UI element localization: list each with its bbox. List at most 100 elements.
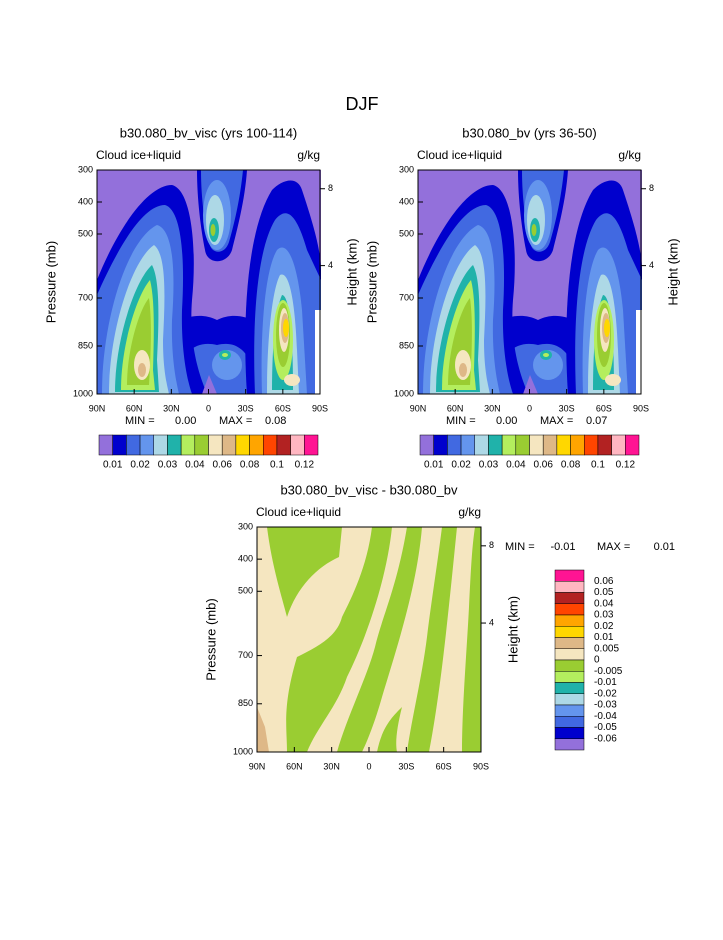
contour-field	[97, 170, 321, 394]
colorbar-box	[221, 434, 237, 456]
y-tick-label: 700	[399, 292, 414, 302]
min-label: MIN =	[125, 415, 155, 427]
y-tick-label: 850	[78, 340, 93, 350]
colorbar-box	[153, 434, 168, 456]
y-tick-label: 300	[78, 164, 93, 174]
colorbar-label: 0.01	[103, 460, 123, 471]
y2-tick-label: 8	[649, 183, 654, 193]
x-tick-label: 0	[206, 403, 211, 413]
colorbar-box	[276, 434, 291, 456]
colorbar-label: -0.005	[594, 666, 623, 677]
y2-tick-label: 4	[489, 617, 494, 627]
colorbar-box	[447, 434, 462, 456]
colorbar-box	[554, 659, 585, 672]
y2-axis-label: Height (km)	[344, 238, 359, 305]
colorbar-box	[570, 434, 585, 456]
variable-label: Cloud ice+liquid	[96, 148, 181, 162]
x-tick-label: 30S	[559, 403, 575, 413]
colorbar-box	[554, 738, 585, 751]
colorbar-box	[126, 434, 141, 456]
y-axis-label: Pressure (mb)	[364, 241, 379, 323]
colorbar-label: 0.05	[594, 587, 614, 598]
colorbar-label: 0.1	[270, 460, 284, 471]
colorbar-box	[554, 637, 585, 649]
min-value: 0.00	[496, 415, 517, 427]
colorbar-box	[554, 648, 585, 661]
colorbar-label: -0.02	[594, 688, 617, 699]
y-tick-label: 400	[238, 554, 253, 564]
colorbar-label: 0.06	[533, 460, 553, 471]
colorbar-label: 0.04	[594, 598, 614, 609]
variable-label: Cloud ice+liquid	[256, 505, 341, 519]
y-tick-label: 1000	[73, 388, 93, 398]
x-tick-label: 30N	[484, 403, 501, 413]
y-tick-label: 1000	[233, 746, 253, 756]
x-tick-label: 90S	[473, 761, 489, 771]
colorbar-label: 0.1	[591, 460, 605, 471]
colorbar-label: 0.06	[212, 460, 232, 471]
x-tick-label: 90S	[312, 403, 328, 413]
colorbar-label: 0.08	[561, 460, 581, 471]
colorbar-box	[554, 581, 585, 593]
max-value: 0.08	[265, 415, 286, 427]
colorbar-label: 0.01	[594, 632, 614, 643]
y-tick-label: 850	[399, 340, 414, 350]
y-tick-label: 500	[399, 228, 414, 238]
x-tick-label: 90N	[410, 403, 427, 413]
colorbar-box	[488, 434, 503, 456]
colorbar-box	[474, 434, 489, 456]
y2-axis-label: Height (km)	[505, 596, 520, 663]
colorbar-box	[554, 603, 585, 616]
page-title: DJF	[346, 94, 379, 114]
y-axis-label: Pressure (mb)	[203, 598, 218, 680]
units-label: g/kg	[458, 505, 481, 519]
max-label: MAX =	[219, 415, 252, 427]
colorbar-box	[529, 434, 544, 456]
panel-title: b30.080_bv_visc - b30.080_bv	[280, 482, 458, 497]
min-label: MIN =	[505, 541, 535, 553]
colorbar-label: -0.06	[594, 733, 617, 744]
max-label: MAX =	[540, 415, 573, 427]
colorbar-label: 0.12	[295, 460, 315, 471]
colorbar-box	[554, 704, 585, 717]
y-tick-label: 500	[238, 586, 253, 596]
x-tick-label: 90S	[633, 403, 649, 413]
colorbar-box	[556, 434, 571, 456]
y-tick-label: 850	[238, 698, 253, 708]
x-tick-label: 60S	[275, 403, 291, 413]
colorbar-label: 0.03	[594, 610, 614, 621]
x-tick-label: 90N	[89, 403, 106, 413]
colorbar-label: 0.01	[424, 460, 444, 471]
colorbar-label: -0.01	[594, 677, 617, 688]
colorbar-box	[263, 434, 278, 456]
y-tick-label: 1000	[394, 388, 414, 398]
x-tick-label: 30N	[323, 761, 340, 771]
colorbar-label: 0.06	[594, 576, 614, 587]
colorbar-box	[554, 614, 585, 627]
y-axis-label: Pressure (mb)	[43, 241, 58, 323]
colorbar-box	[554, 671, 585, 683]
colorbar-box	[139, 434, 154, 456]
x-tick-label: 30N	[163, 403, 180, 413]
colorbar-box	[433, 434, 448, 456]
colorbar-box	[597, 434, 612, 456]
colorbar-box	[290, 434, 305, 456]
x-tick-label: 60N	[286, 761, 303, 771]
colorbar-box	[460, 434, 475, 456]
x-tick-label: 60S	[596, 403, 612, 413]
units-label: g/kg	[297, 148, 320, 162]
max-value: 0.07	[586, 415, 607, 427]
colorbar-box	[515, 434, 530, 456]
panel-title: b30.080_bv (yrs 36-50)	[462, 125, 596, 140]
colorbar-box	[112, 434, 127, 456]
x-tick-label: 60N	[126, 403, 143, 413]
contour-field	[418, 170, 642, 394]
colorbar-label: 0.02	[594, 621, 614, 632]
colorbar-box	[180, 434, 196, 456]
min-label: MIN =	[446, 415, 476, 427]
colorbar-box	[419, 434, 434, 456]
contour-field	[257, 527, 481, 752]
colorbar-box	[611, 434, 626, 456]
colorbar-box	[554, 693, 585, 706]
y-tick-label: 300	[399, 164, 414, 174]
